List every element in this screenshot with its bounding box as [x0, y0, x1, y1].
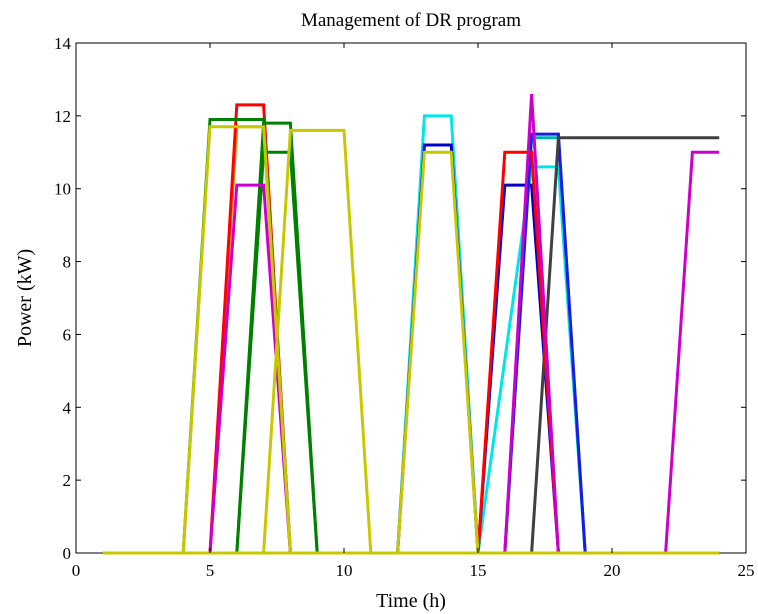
y-tick-label: 12 — [54, 107, 71, 126]
x-tick-label: 15 — [470, 561, 487, 580]
series-layer — [102, 93, 720, 555]
x-tick-label: 20 — [604, 561, 621, 580]
series-line-14 — [102, 150, 720, 555]
plot-area — [75, 42, 747, 554]
y-tick-label: 10 — [54, 180, 71, 199]
x-tick-label: 10 — [336, 561, 353, 580]
y-tick-label: 8 — [63, 253, 72, 272]
x-axis-label: Time (h) — [376, 590, 446, 612]
y-tick-label: 2 — [63, 471, 72, 490]
y-axis-label: Power (kW) — [14, 249, 36, 347]
y-tick-label: 4 — [63, 398, 72, 417]
y-tick-label: 6 — [63, 325, 72, 344]
x-tick-label: 25 — [738, 561, 755, 580]
y-tick-label: 0 — [63, 544, 72, 563]
y-tick-label: 14 — [54, 34, 72, 53]
chart-title: Management of DR program — [301, 10, 521, 31]
x-tick-label: 0 — [72, 561, 81, 580]
x-tick-label: 5 — [206, 561, 215, 580]
ticks-layer: 0 5 10 15 20 25 0 2 4 6 8 10 12 14 — [54, 34, 755, 580]
